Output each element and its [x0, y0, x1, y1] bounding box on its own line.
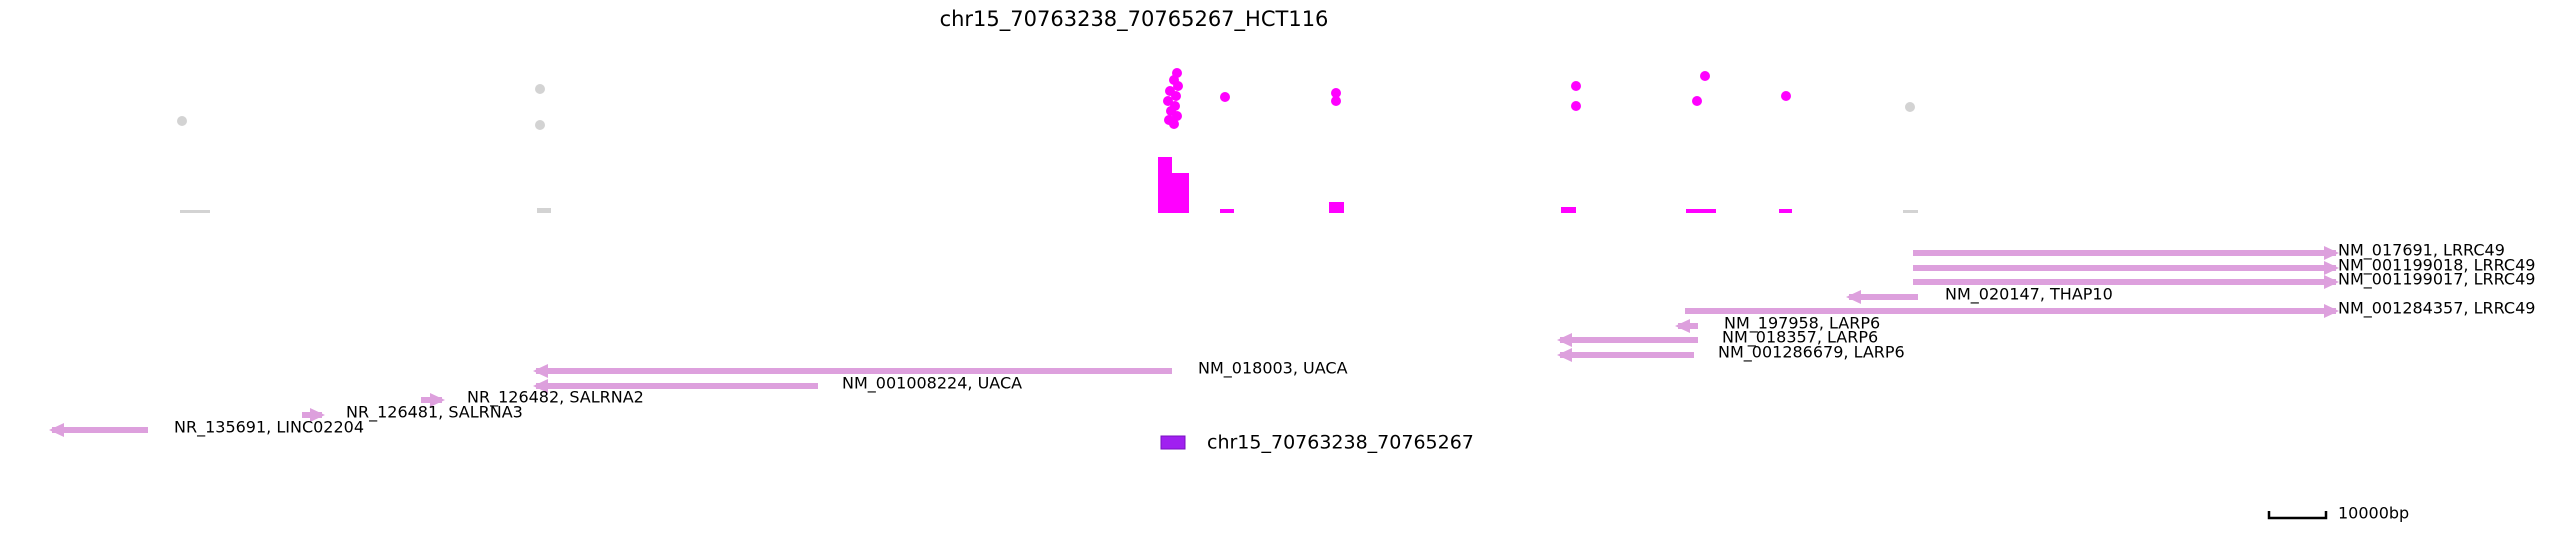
signal-dot	[1331, 88, 1341, 98]
signal-dot	[1692, 96, 1702, 106]
strand-arrow	[1557, 333, 1572, 347]
signal-bar	[1779, 209, 1792, 213]
gene-body	[1560, 352, 1694, 358]
gene-label: NR_135691, LINC02204	[174, 418, 364, 438]
scale-bar-label: 10000bp	[2338, 504, 2409, 523]
signal-bar	[180, 210, 210, 213]
gene-label: NM_018357, LARP6	[1722, 328, 1878, 348]
signal-bar	[1220, 209, 1234, 213]
signal-dot	[1171, 91, 1181, 101]
signal-dot	[1163, 96, 1173, 106]
gene-label: NM_018003, UACA	[1198, 359, 1348, 379]
signal-dot	[1220, 92, 1230, 102]
gene-track: NM_001284357, LRRC49	[1685, 299, 2535, 319]
signal-bar	[1172, 173, 1189, 213]
gene-track: NR_135691, LINC02204	[49, 418, 364, 438]
gene-body	[1913, 279, 2336, 285]
gene-label: NM_001286679, LARP6	[1718, 343, 1905, 363]
signal-dot	[1781, 91, 1791, 101]
strand-arrow	[2324, 275, 2339, 289]
gene-label: NM_197958, LARP6	[1724, 314, 1880, 334]
signal-dot	[1331, 96, 1341, 106]
gene-label: NM_020147, THAP10	[1945, 285, 2113, 305]
gene-label: NM_001284357, LRRC49	[2338, 299, 2535, 319]
gene-label: NR_126482, SALRNA2	[467, 388, 644, 408]
signal-bar	[1329, 202, 1344, 213]
strand-arrow	[1846, 290, 1861, 304]
signal-dot	[1571, 101, 1581, 111]
strand-arrow	[2324, 261, 2339, 275]
strand-arrow	[310, 408, 325, 422]
signal-dot	[1173, 81, 1183, 91]
signal-bar	[537, 208, 551, 213]
region-label: chr15_70763238_70765267	[1207, 432, 1474, 454]
gene-track: NR_126481, SALRNA3	[302, 403, 523, 423]
gene-body	[1913, 250, 2336, 256]
gene-body	[1560, 337, 1698, 343]
signal-dot	[1169, 119, 1179, 129]
region-legend: chr15_70763238_70765267	[1160, 432, 1474, 454]
strand-arrow	[1675, 319, 1690, 333]
gene-track: NM_020147, THAP10	[1846, 285, 2113, 305]
gene-body	[1849, 294, 1918, 300]
strand-arrow	[533, 379, 548, 393]
gene-body	[536, 368, 1172, 374]
gene-body	[1913, 265, 2336, 271]
signal-bar	[1561, 207, 1576, 213]
signal-dot	[1700, 71, 1710, 81]
signal-dot	[1571, 81, 1581, 91]
gene-body	[1685, 308, 2336, 314]
gene-track: NM_017691, LRRC49	[1913, 241, 2505, 261]
figure-title: chr15_70763238_70765267_HCT116	[940, 7, 1329, 32]
strand-arrow	[533, 364, 548, 378]
signal-dot	[535, 120, 545, 130]
signal-dot	[177, 116, 187, 126]
strand-arrow	[2324, 246, 2339, 260]
signal-dot	[1905, 102, 1915, 112]
signal-dot	[1172, 111, 1182, 121]
signal-bar	[1686, 209, 1716, 213]
gene-label: NM_001199017, LRRC49	[2338, 270, 2535, 290]
interaction-signal-track	[177, 68, 1918, 213]
gene-body	[536, 383, 818, 389]
signal-dot	[535, 84, 545, 94]
region-marker	[1160, 435, 1186, 450]
gene-track: NM_018357, LARP6	[1557, 328, 1878, 348]
strand-arrow	[49, 423, 64, 437]
strand-arrow	[430, 393, 445, 407]
gene-body	[52, 427, 148, 433]
gene-label: NM_001008224, UACA	[842, 374, 1022, 394]
gene-track: NM_018003, UACA	[533, 359, 1348, 379]
gene-track: NR_126482, SALRNA2	[421, 388, 644, 408]
signal-bar	[1158, 157, 1172, 213]
gene-track: NM_197958, LARP6	[1675, 314, 1880, 334]
gene-label: NR_126481, SALRNA3	[346, 403, 523, 423]
gene-track: NM_001008224, UACA	[533, 374, 1022, 394]
gene-track: NM_001286679, LARP6	[1557, 343, 1905, 363]
gene-label: NM_001199018, LRRC49	[2338, 256, 2535, 276]
gene-track: NM_001199017, LRRC49	[1913, 270, 2535, 290]
signal-bar	[1903, 210, 1918, 213]
scale-bar: 10000bp	[2267, 504, 2409, 523]
strand-arrow	[2324, 304, 2339, 318]
gene-label: NM_017691, LRRC49	[2338, 241, 2505, 261]
scale-bar-line	[2267, 511, 2328, 520]
gene-track: NM_001199018, LRRC49	[1913, 256, 2535, 276]
strand-arrow	[1557, 348, 1572, 362]
